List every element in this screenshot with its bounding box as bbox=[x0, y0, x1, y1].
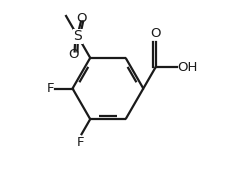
Text: OH: OH bbox=[177, 61, 197, 73]
Text: O: O bbox=[150, 27, 160, 40]
Text: O: O bbox=[68, 48, 79, 61]
Text: F: F bbox=[76, 136, 84, 149]
Text: F: F bbox=[46, 82, 54, 95]
Text: S: S bbox=[73, 29, 82, 43]
Text: O: O bbox=[76, 12, 87, 25]
